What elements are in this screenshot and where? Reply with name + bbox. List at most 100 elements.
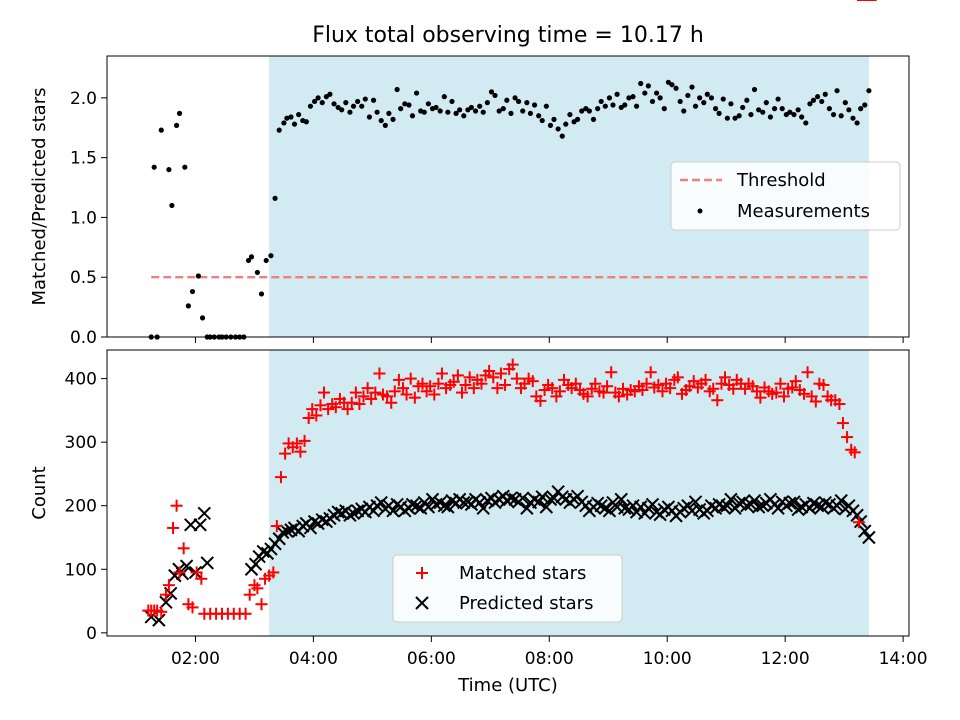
cross-stroke-b xyxy=(248,557,263,571)
matched-point xyxy=(314,399,327,412)
cross-stroke-b xyxy=(516,491,530,505)
matched-point xyxy=(177,542,190,555)
measurement-point xyxy=(539,117,545,124)
matched-point xyxy=(451,369,464,382)
matched-point xyxy=(463,371,476,384)
matched-point xyxy=(597,386,610,399)
predicted-point xyxy=(516,491,530,505)
matched-point xyxy=(408,391,421,404)
measurement-point xyxy=(795,107,801,113)
matched-point xyxy=(397,382,410,395)
measurement-point xyxy=(199,315,206,321)
measurement-point xyxy=(504,97,510,103)
measurement-point xyxy=(810,97,817,103)
matched-point xyxy=(798,387,811,400)
measurement-point xyxy=(760,109,766,115)
matched-point xyxy=(385,396,398,409)
matched-point xyxy=(786,381,799,394)
predicted-point xyxy=(740,499,754,513)
measurement-point xyxy=(413,90,420,96)
measurement-point xyxy=(708,95,715,101)
matched-point xyxy=(711,394,724,407)
matched-point xyxy=(302,412,315,425)
y-tick-label: 0 xyxy=(86,624,97,644)
measurement-point xyxy=(492,92,498,99)
measurement-point xyxy=(524,100,530,106)
measurement-point xyxy=(185,303,191,309)
cross-stroke-b xyxy=(787,495,801,509)
matched-point xyxy=(534,394,547,407)
measurement-point xyxy=(862,102,868,108)
cross-stroke-b xyxy=(197,506,212,521)
cross-stroke-b xyxy=(594,499,608,513)
measurement-point xyxy=(374,109,380,115)
predicted-point xyxy=(179,559,194,573)
matched-point xyxy=(162,579,175,592)
count-legend: Matched stars Predicted stars xyxy=(392,554,623,623)
predicted-point xyxy=(747,493,762,508)
cross-stroke-b xyxy=(633,500,648,514)
measurement-point xyxy=(543,103,549,109)
measurement-point xyxy=(182,164,188,170)
measurement-point xyxy=(740,104,746,111)
cross-stroke-b xyxy=(343,508,357,522)
measurement-point xyxy=(673,85,679,91)
matched-point xyxy=(361,382,374,395)
predicted-point xyxy=(732,496,746,510)
matched-point xyxy=(715,377,728,390)
measurement-point xyxy=(398,106,404,112)
ratio-y-ticks: 0.0 0.5 1.0 1.5 2.0 xyxy=(70,89,107,348)
measurement-point xyxy=(685,92,691,99)
measurement-point xyxy=(402,101,408,107)
cross-stroke-b xyxy=(570,489,585,503)
measurement-point xyxy=(622,102,628,108)
predicted-point xyxy=(810,499,825,513)
matched-point xyxy=(836,417,849,430)
legend-predicted-label: Predicted stars xyxy=(459,593,593,614)
measurement-point xyxy=(307,103,314,109)
matched-point xyxy=(719,371,732,384)
measurement-point xyxy=(850,115,856,121)
cross-stroke-b xyxy=(200,556,214,570)
matched-point xyxy=(190,566,203,579)
measurement-point xyxy=(472,108,479,114)
matched-point xyxy=(195,572,208,585)
count-y-label: Count xyxy=(29,466,50,519)
measurement-point xyxy=(586,108,592,114)
matched-point xyxy=(267,566,280,579)
matched-point xyxy=(526,375,539,388)
count-legend-box xyxy=(392,554,623,623)
matched-point xyxy=(318,386,331,399)
measurement-point xyxy=(362,96,368,102)
measurement-point xyxy=(343,100,349,106)
measurement-point xyxy=(602,103,608,109)
count-panel: 0 100 200 300 400 02:00 04:00 06:00 08:00 10:00 1… xyxy=(29,0,928,696)
cross-stroke-b xyxy=(476,501,490,515)
matched-point xyxy=(432,377,445,390)
cross-stroke-b xyxy=(472,495,487,510)
measurement-point xyxy=(654,90,660,96)
predicted-point xyxy=(535,490,549,504)
matched-point xyxy=(707,382,720,395)
cross-stroke-b xyxy=(415,596,429,610)
legend-matched-label: Matched stars xyxy=(459,563,586,584)
matched-point xyxy=(243,588,256,601)
measurement-point xyxy=(579,108,585,114)
matched-point xyxy=(435,367,448,380)
measurement-point xyxy=(347,109,353,115)
cross-stroke-b xyxy=(374,495,388,510)
matched-point xyxy=(581,390,594,403)
matched-point xyxy=(310,409,323,422)
predicted-point xyxy=(476,501,490,515)
predicted-point xyxy=(862,530,876,545)
matched-point xyxy=(167,521,180,534)
predicted-point xyxy=(724,492,738,507)
cross-stroke-b xyxy=(276,525,290,540)
measurement-point xyxy=(779,106,785,112)
y-tick-label: 0.0 xyxy=(70,328,97,348)
matched-point xyxy=(306,403,319,416)
predicted-point xyxy=(771,501,785,515)
predicted-point xyxy=(441,500,455,514)
count-y-ticks: 0 100 200 300 400 xyxy=(65,370,107,644)
y-tick-label: 300 xyxy=(65,433,97,453)
